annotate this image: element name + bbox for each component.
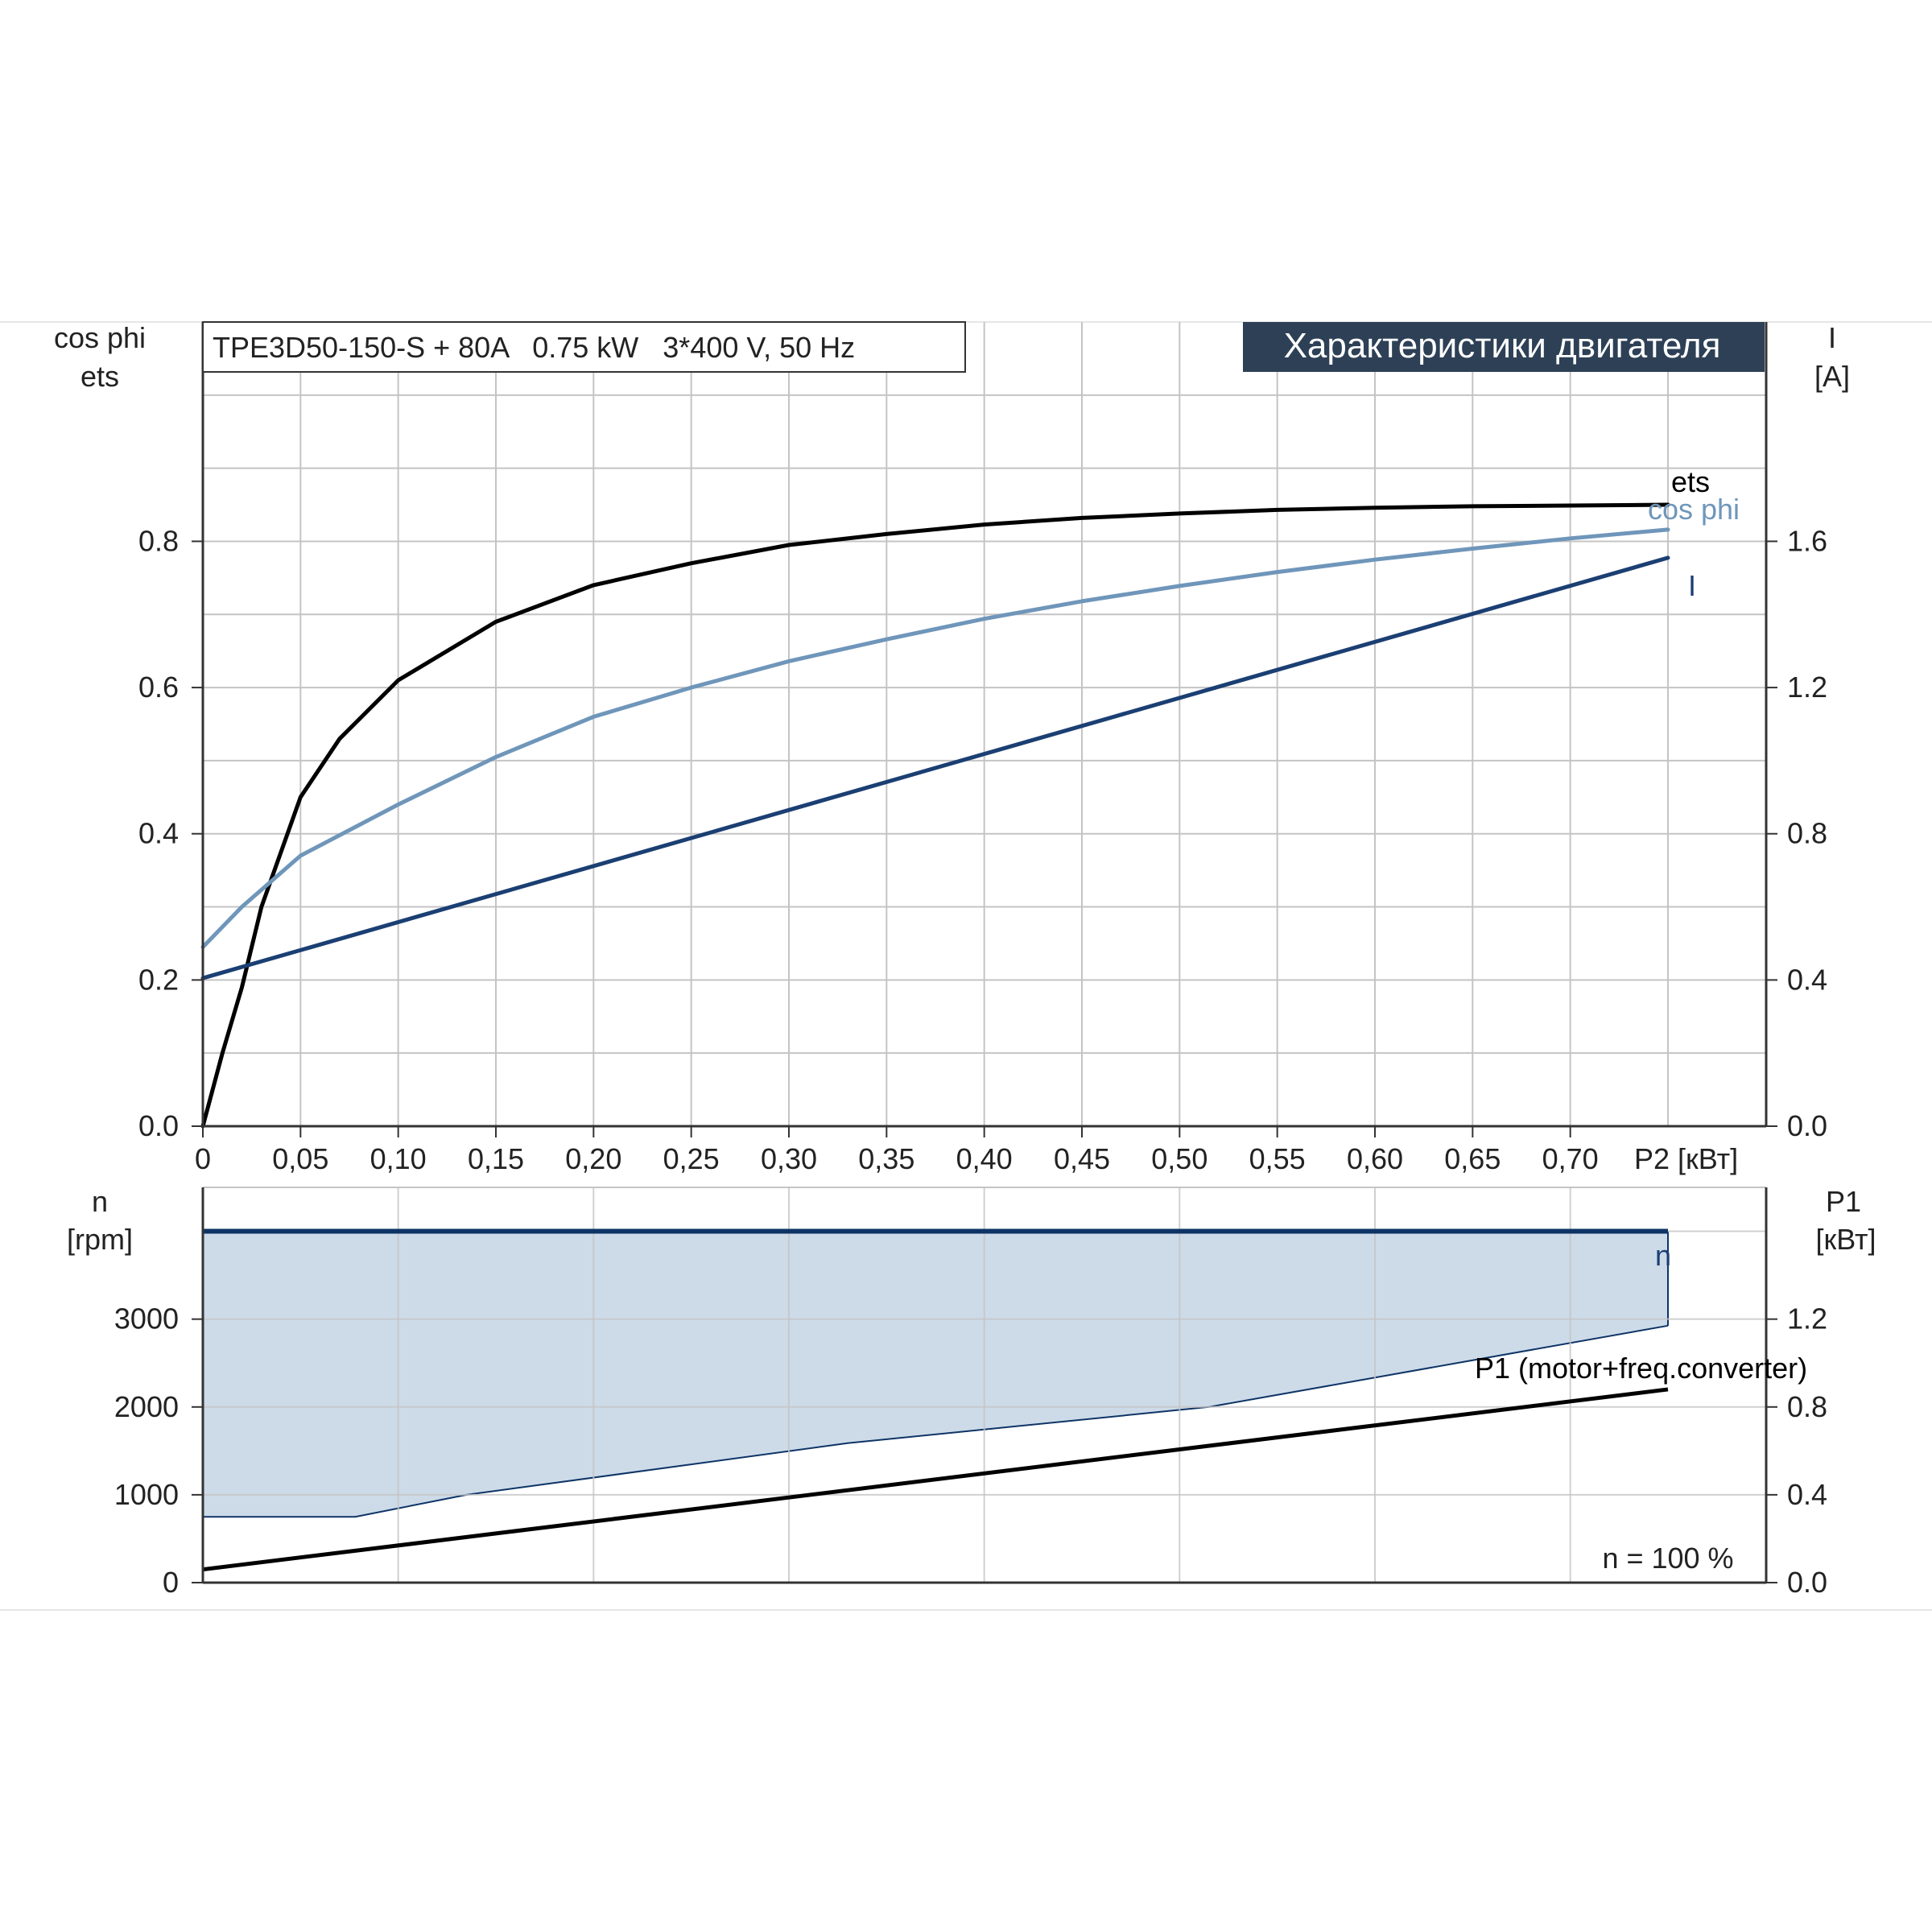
current-curve-label: I bbox=[1688, 569, 1696, 602]
y-right-tick-label: 0.4 bbox=[1787, 963, 1827, 996]
section-title-box bbox=[1243, 322, 1765, 372]
top-chart: 0.0 0.2 0.4 0.6 0.8 0.0 0.4 0.8 1.2 1.6 0 0,05 0,1… bbox=[54, 321, 1850, 1175]
x-tick-labels: 0 0,05 0,10 0,15 0,20 0,25 0,30 0,35 0,40 0,45 0,5… bbox=[195, 1126, 1599, 1175]
x-tick-label: 0,35 bbox=[858, 1142, 914, 1175]
cos-phi-curve bbox=[200, 527, 1670, 949]
y-right-tick-label: 0.0 bbox=[1787, 1109, 1827, 1142]
cos-phi-curve-label: cos phi bbox=[1648, 493, 1740, 526]
x-tick-label: 0,70 bbox=[1542, 1142, 1599, 1175]
y-right-tick-label: 0.8 bbox=[1787, 817, 1827, 850]
speed-curve-label: n bbox=[1655, 1239, 1671, 1272]
speed-percent-box bbox=[1571, 1538, 1765, 1581]
current-curve bbox=[200, 555, 1670, 980]
x-tick-label: 0 bbox=[195, 1142, 211, 1175]
speed-band-fill bbox=[203, 1231, 1668, 1517]
top-series bbox=[200, 502, 1670, 1129]
power-tick-label: 0.4 bbox=[1787, 1478, 1827, 1511]
power-tick-label: 0.0 bbox=[1787, 1566, 1827, 1599]
bottom-chart: 0 1000 2000 3000 0.0 0.4 0.8 1.2 n [rpm] P1 [к… bbox=[67, 1185, 1876, 1599]
x-tick-label: 0,50 bbox=[1151, 1142, 1208, 1175]
power-tick-label: 1.2 bbox=[1787, 1302, 1827, 1335]
speed-axis-label-line2: [rpm] bbox=[67, 1223, 133, 1256]
right-axis-label-line2: [A] bbox=[1814, 360, 1850, 393]
x-axis-label: P2 [кВт] bbox=[1634, 1142, 1738, 1175]
x-tick-label: 0,15 bbox=[468, 1142, 524, 1175]
x-tick-label: 0,40 bbox=[956, 1142, 1013, 1175]
x-tick-label: 0,05 bbox=[272, 1142, 328, 1175]
speed-percent-annotation: n = 100 % bbox=[1602, 1542, 1733, 1575]
x-tick-label: 0,30 bbox=[761, 1142, 817, 1175]
power-tick-label: 0.8 bbox=[1787, 1390, 1827, 1423]
speed-axis-label-line1: n bbox=[92, 1185, 108, 1218]
power-axis-label-line2: [кВт] bbox=[1815, 1223, 1876, 1256]
model-label-box bbox=[202, 321, 966, 373]
speed-band-lower-edge bbox=[203, 1324, 1669, 1518]
p1-curve bbox=[202, 1387, 1669, 1572]
power-axis-label-line1: P1 bbox=[1826, 1185, 1861, 1218]
ets-curve bbox=[200, 502, 1670, 1129]
y-left-tick-label: 0.6 bbox=[138, 671, 179, 704]
ets-curve-label: ets bbox=[1671, 465, 1710, 498]
left-axis-label-line2: ets bbox=[80, 360, 119, 393]
left-axis-label-line1: cos phi bbox=[54, 321, 146, 354]
speed-range-band bbox=[203, 1231, 1669, 1518]
y-right-tick-label: 1.2 bbox=[1787, 671, 1827, 704]
bottom-right-tick-labels: 0.0 0.4 0.8 1.2 bbox=[1766, 1302, 1827, 1599]
x-tick-label: 0,45 bbox=[1054, 1142, 1110, 1175]
top-left-tick-labels: 0.0 0.2 0.4 0.6 0.8 bbox=[138, 524, 203, 1142]
x-tick-label: 0,10 bbox=[370, 1142, 427, 1175]
section-title: Характеристики двигателя bbox=[1284, 326, 1721, 365]
speed-tick-label: 0 bbox=[163, 1566, 179, 1599]
y-left-tick-label: 0.8 bbox=[138, 524, 179, 557]
speed-tick-label: 1000 bbox=[114, 1478, 179, 1511]
top-right-tick-labels: 0.0 0.4 0.8 1.2 1.6 bbox=[1766, 524, 1827, 1142]
bottom-left-tick-labels: 0 1000 2000 3000 bbox=[114, 1302, 203, 1599]
model-label: TPE3D50-150-S + 80A 0.75 kW 3*400 V, 50 … bbox=[213, 331, 855, 364]
bottom-series bbox=[202, 1228, 1669, 1572]
x-tick-label: 0,65 bbox=[1444, 1142, 1501, 1175]
x-tick-label: 0,20 bbox=[565, 1142, 621, 1175]
x-tick-label: 0,25 bbox=[663, 1142, 720, 1175]
y-left-tick-label: 0.2 bbox=[138, 963, 179, 996]
y-left-tick-label: 0.0 bbox=[138, 1109, 179, 1142]
speed-tick-label: 3000 bbox=[114, 1302, 179, 1335]
top-grid bbox=[203, 322, 1766, 1126]
right-axis-label-line1: I bbox=[1828, 321, 1836, 354]
y-left-tick-label: 0.4 bbox=[138, 817, 179, 850]
p1-curve-label: P1 (motor+freq.converter) bbox=[1475, 1352, 1807, 1385]
x-tick-label: 0,60 bbox=[1347, 1142, 1403, 1175]
speed-tick-label: 2000 bbox=[114, 1390, 179, 1423]
x-tick-label: 0,55 bbox=[1249, 1142, 1306, 1175]
y-right-tick-label: 1.6 bbox=[1787, 524, 1827, 557]
